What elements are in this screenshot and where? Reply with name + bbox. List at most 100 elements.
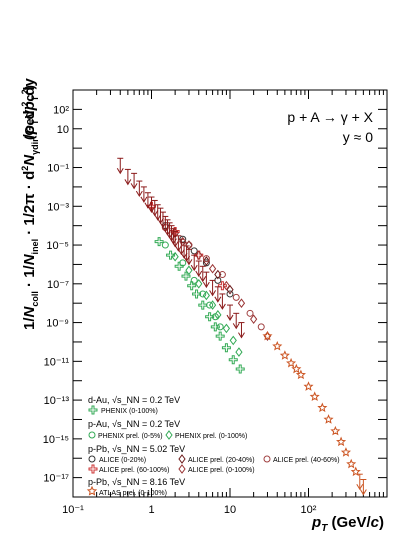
data-point: [174, 261, 184, 271]
data-point: [250, 314, 258, 324]
legend-marker-alice-20-40: [178, 454, 186, 464]
y-tick-labels: 10⁻¹⁷ 10⁻¹⁵ 10⁻¹³ 10⁻¹¹ 10⁻⁹ 10⁻⁷ 10⁻⁵ 10⁻³ 10⁻¹…: [43, 104, 70, 484]
data-point: [222, 323, 231, 334]
data-point: [199, 290, 207, 298]
y-tick-label: 10⁻³: [47, 201, 69, 213]
data-point: [235, 347, 243, 357]
data-point: [286, 357, 297, 368]
y-tick-label: 10⁻¹¹: [44, 356, 70, 368]
legend-group-ppb-502: p-Pb, √s_NN = 5.02 TeV: [88, 444, 185, 454]
data-point: [291, 363, 302, 374]
data-point: [161, 241, 169, 249]
upper-limit-arrowhead: [232, 323, 240, 330]
legend-marker-alice-0-20: [88, 455, 96, 463]
data-point: [262, 330, 273, 341]
upper-limit-arrowhead: [195, 270, 203, 277]
legend-marker-alice-40-60: [263, 455, 271, 463]
upper-limit-arrowhead: [154, 214, 162, 221]
legend-marker-phenix-pau-0-5: [88, 431, 96, 439]
data-point: [317, 402, 328, 413]
legend-entry-alice-40-60: ALICE prel. (40-60%): [273, 457, 340, 464]
data-point: [336, 436, 347, 447]
data-point: [218, 271, 226, 279]
data-point: [279, 350, 290, 360]
data-point: [198, 300, 208, 310]
legend-entry-alice-0-20: ALICE (0-20%): [99, 457, 146, 464]
data-point: [202, 290, 210, 301]
series-alice-prel-60-100-: [147, 201, 227, 291]
upper-limit-arrowhead: [148, 206, 155, 214]
y-tick-label: 10: [57, 124, 69, 136]
legend-entry-alice-20-40: ALICE prel. (20-40%): [188, 457, 255, 464]
data-point: [208, 300, 217, 310]
data-point: [257, 323, 265, 331]
x-tick-labels: 10⁻¹ 1 10 10²: [62, 504, 317, 516]
legend-entry-phenix-dau: PHENIX (0-100%): [101, 408, 158, 415]
data-point: [185, 265, 193, 276]
legend-marker-atlas: [86, 485, 98, 496]
series-alice-prel-0-100-: [179, 236, 272, 341]
data-point: [181, 271, 191, 281]
atlas-upper-limits: [356, 473, 367, 496]
series-atlas-prel-0-100-: [262, 330, 361, 477]
data-point: [309, 391, 320, 401]
upper-limit-arrowhead: [359, 489, 367, 496]
y-tick-label: 10²: [53, 104, 69, 116]
data-point: [323, 414, 334, 424]
upper-limit-arrowhead: [174, 245, 182, 252]
svg-text:1/Ncoll · 1/Ninel · 1/2π · d2N: 1/Ncoll · 1/Ninel · 1/2π · d2Nγdir/pTdpT…: [20, 78, 40, 330]
y-tick-label: 10⁻⁷: [47, 279, 69, 291]
legend-entry-atlas: ATLAS prel. (0-100%): [99, 490, 167, 497]
rapidity-label: y ≈ 0: [343, 129, 373, 145]
data-point: [202, 256, 210, 266]
y-tick-label: 10⁻⁵: [46, 240, 69, 252]
legend: d-Au, √s_NN = 0.2 TeV PHENIX (0-100%) p-…: [86, 395, 340, 497]
data-point: [232, 293, 240, 301]
data-point: [202, 255, 210, 263]
legend-marker-phenix-dau: [88, 405, 98, 415]
upper-limit-arrowhead: [180, 252, 188, 259]
data-point: [179, 259, 187, 267]
data-point: [226, 290, 234, 298]
data-point: [228, 355, 238, 365]
legend-group-ppb-816: p-Pb, √s_NN = 8.16 TeV: [88, 477, 185, 487]
upper-limit-arrowhead: [130, 183, 138, 190]
data-point: [190, 276, 198, 284]
data-point: [346, 458, 357, 469]
data-point: [237, 298, 246, 309]
data-point: [330, 425, 341, 436]
upper-limit-arrowhead: [116, 168, 124, 175]
data-point: [208, 263, 217, 274]
x-tick-label: 10: [224, 504, 236, 516]
upper-limit-arrowhead: [124, 179, 132, 186]
legend-marker-alice-60-100: [88, 464, 98, 474]
data-point: [179, 236, 187, 247]
upper-limit-arrowhead: [199, 276, 207, 283]
data-point: [194, 250, 204, 260]
upper-limit-arrowhead: [190, 264, 198, 272]
legend-entry-phenix-pau-0-5: PHENIX prel. (0-5%): [98, 433, 163, 440]
upper-limit-arrowhead: [140, 196, 148, 203]
data-point: [195, 250, 203, 261]
data-point: [210, 322, 220, 332]
data-point: [221, 343, 231, 353]
legend-entry-alice-0-100: ALICE prel. (0-100%): [188, 467, 255, 474]
y-axis-label: 1/Ncoll · 1/Ninel · 1/2π · d2Nγdir/pTdpT…: [20, 78, 40, 330]
data-marks: [116, 157, 367, 496]
data-point: [216, 323, 224, 331]
y-tick-label: 10⁻¹: [47, 163, 69, 175]
data-point: [350, 466, 361, 477]
upper-limit-arrowhead: [171, 241, 179, 248]
data-point: [185, 241, 193, 249]
legend-entry-alice-60-100: ALICE prel. (60-100%): [99, 467, 169, 474]
upper-limit-arrowhead: [209, 290, 217, 297]
upper-limit-arrowhead: [238, 332, 245, 339]
upper-limit-arrowhead: [185, 259, 193, 266]
data-point: [192, 289, 202, 299]
data-point: [166, 250, 176, 260]
legend-entry-phenix-pau-0-100: PHENIX prel. (0-100%): [175, 433, 247, 440]
data-point: [229, 335, 237, 346]
data-point: [205, 312, 215, 322]
x-axis-label: pT (GeV/c): [311, 514, 384, 534]
data-point: [190, 247, 198, 255]
